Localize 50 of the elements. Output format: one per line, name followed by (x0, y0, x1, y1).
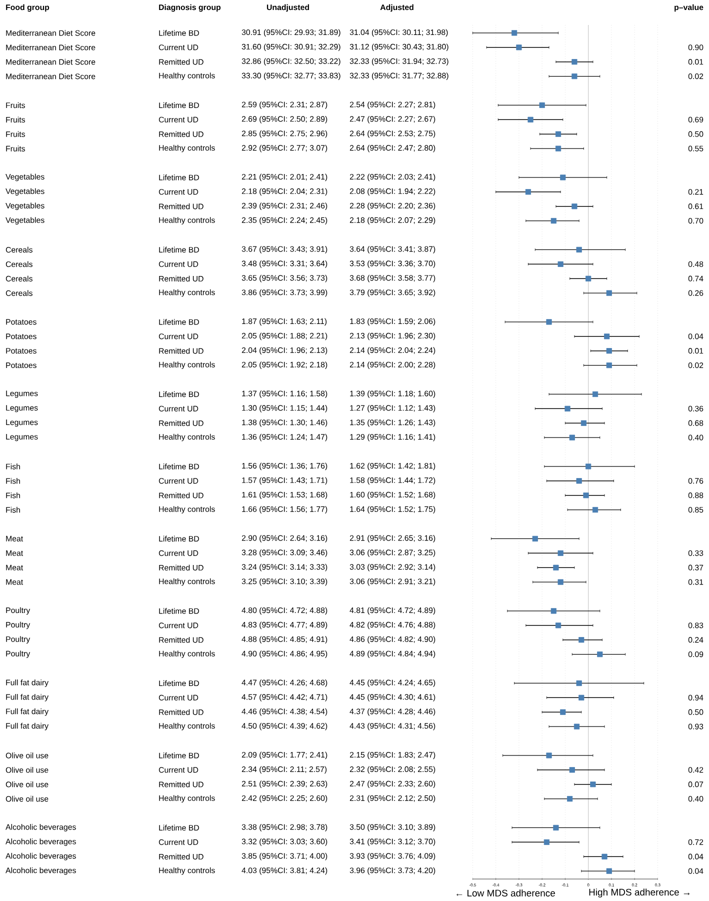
point (569, 434, 575, 440)
point (560, 709, 566, 715)
point (553, 824, 559, 831)
point (525, 189, 531, 195)
point (555, 131, 562, 137)
point (583, 492, 589, 498)
point (578, 637, 584, 643)
point (550, 218, 556, 224)
point (572, 204, 578, 210)
point (572, 73, 578, 80)
point (592, 391, 598, 397)
point (576, 680, 582, 686)
point (586, 464, 592, 470)
point (590, 782, 596, 788)
point (558, 550, 564, 556)
point (606, 290, 612, 296)
point (580, 420, 586, 426)
point (516, 44, 522, 50)
point (539, 102, 545, 108)
point (550, 608, 556, 614)
point (555, 146, 562, 152)
point (597, 652, 603, 658)
point (576, 478, 582, 484)
point (578, 694, 584, 700)
point (572, 59, 578, 65)
point (606, 348, 612, 354)
point (606, 362, 612, 368)
point (558, 261, 564, 267)
point (569, 767, 575, 773)
point (512, 30, 518, 36)
point (602, 854, 608, 860)
point (560, 174, 566, 180)
text: ← Low MDS adherence (456, 890, 555, 896)
point (564, 406, 570, 412)
point (604, 334, 610, 340)
point (544, 839, 550, 845)
point (567, 796, 573, 802)
point (532, 536, 538, 542)
point (606, 868, 612, 874)
point (558, 579, 564, 585)
point (576, 246, 582, 252)
point (546, 319, 552, 325)
point (586, 276, 592, 282)
point (555, 622, 562, 628)
point (546, 752, 552, 758)
text: High MDS adherence → (589, 888, 690, 898)
point (574, 724, 580, 730)
point (553, 564, 559, 570)
point (528, 116, 534, 122)
point (592, 507, 598, 513)
